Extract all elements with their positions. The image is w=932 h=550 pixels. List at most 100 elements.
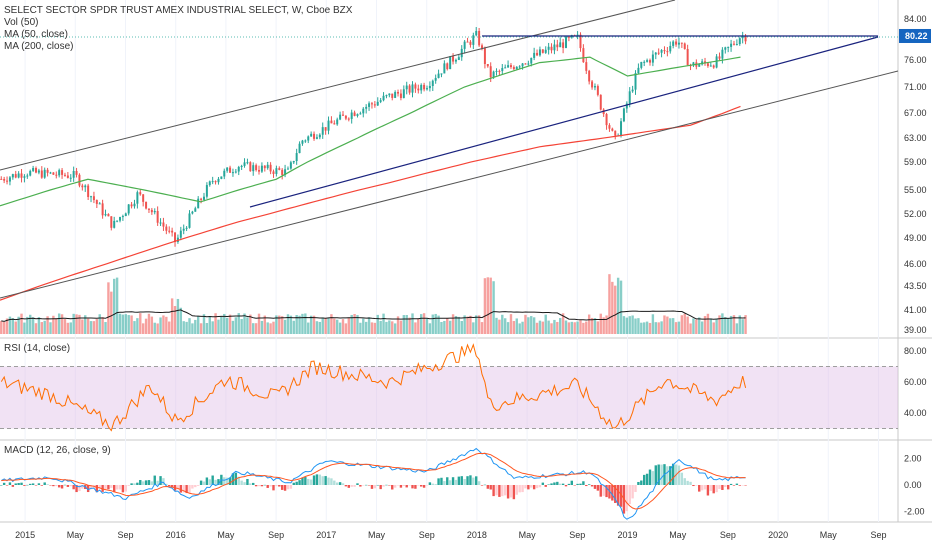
macd-hist-bar xyxy=(237,476,240,485)
volume-bar xyxy=(582,322,585,334)
macd-hist-bar xyxy=(683,478,686,485)
macd-hist-bar xyxy=(472,477,475,485)
macd-hist-bar xyxy=(631,485,634,499)
candle-body xyxy=(32,168,35,171)
macd-hist-bar xyxy=(414,485,417,489)
macd-hist-bar xyxy=(689,481,692,485)
candle-body xyxy=(547,46,550,50)
macd-hist-bar xyxy=(408,485,411,486)
macd-hist-bar xyxy=(37,483,41,485)
macd-hist-bar xyxy=(14,483,17,485)
candle-body xyxy=(98,203,101,205)
volume-bar xyxy=(741,319,744,334)
candle-body xyxy=(229,167,232,173)
volume-bar xyxy=(550,323,553,334)
macd-hist-bar xyxy=(660,464,663,485)
volume-bar xyxy=(23,322,26,334)
volume-bar xyxy=(614,285,617,334)
time-tick-label: 2020 xyxy=(768,530,788,540)
macd-hist-bar xyxy=(321,476,324,485)
volume-bar xyxy=(437,315,440,334)
candle-body xyxy=(133,203,136,207)
volume-bar xyxy=(411,313,414,334)
macd-hist-bar xyxy=(475,476,478,485)
candle-body xyxy=(518,66,521,68)
volume-bar xyxy=(521,321,524,334)
candle-body xyxy=(23,176,26,178)
macd-hist-bar xyxy=(712,485,715,494)
candle-body xyxy=(301,140,304,144)
candle-body xyxy=(634,73,637,90)
candle-body xyxy=(255,165,258,171)
candle-body xyxy=(721,49,724,59)
volume-bar xyxy=(46,316,49,334)
candle-body xyxy=(553,44,556,51)
volume-bar xyxy=(599,313,602,334)
time-tick-label: May xyxy=(820,530,838,540)
volume-bar xyxy=(347,317,350,334)
volume-bar xyxy=(185,321,188,334)
macd-hist-bar xyxy=(417,485,420,486)
volume-bar xyxy=(2,321,6,334)
candle-body xyxy=(107,214,110,217)
macd-hist-bar xyxy=(292,482,295,485)
candle-body xyxy=(486,63,489,67)
macd-hist-bar xyxy=(573,485,576,486)
volume-bar xyxy=(616,277,620,334)
macd-hist-bar xyxy=(188,485,191,493)
volume-bar xyxy=(104,322,107,334)
volume-group xyxy=(0,274,747,334)
candle-body xyxy=(353,112,356,116)
macd-hist-bar xyxy=(362,485,365,486)
volume-bar xyxy=(561,313,565,334)
macd-hist-bar xyxy=(263,484,267,486)
volume-bar xyxy=(312,315,316,334)
volume-bar xyxy=(78,314,81,334)
macd-hist-bar xyxy=(168,485,171,487)
candle-body xyxy=(55,174,58,176)
volume-bar xyxy=(29,314,32,334)
macd-hist-bar xyxy=(63,484,67,486)
macd-hist-bar xyxy=(744,485,747,486)
volume-bar xyxy=(55,318,58,334)
volume-bar xyxy=(179,307,183,334)
candle-body xyxy=(156,211,159,223)
volume-bar xyxy=(660,321,663,334)
candle-body xyxy=(677,42,680,45)
candle-body xyxy=(84,185,87,188)
macd-hist-bar xyxy=(107,485,110,490)
candle-body xyxy=(226,167,229,171)
volume-ma-line xyxy=(1,309,746,322)
time-tick-label: 2019 xyxy=(617,530,637,540)
price-tick-label: 41.00 xyxy=(904,305,927,315)
volume-bar xyxy=(518,323,521,334)
macd-hist-bar xyxy=(115,485,119,490)
macd-hist-bar xyxy=(544,485,547,487)
volume-bar xyxy=(663,315,666,334)
candle-body xyxy=(741,35,744,39)
macd-hist-bar xyxy=(194,485,197,488)
candle-body xyxy=(567,36,570,38)
volume-bar xyxy=(309,315,313,334)
volume-bar xyxy=(136,318,139,334)
rsi-tick-label: 80.00 xyxy=(904,346,927,356)
macd-hist-bar xyxy=(165,483,168,485)
volume-bar xyxy=(428,323,432,334)
volume-bar xyxy=(344,323,348,334)
volume-bar xyxy=(249,314,252,334)
volume-bar xyxy=(538,320,542,334)
macd-hist-bar xyxy=(411,485,414,489)
volume-bar xyxy=(162,315,165,334)
candle-body xyxy=(515,66,518,70)
macd-hist-bar xyxy=(205,477,209,485)
volume-bar xyxy=(634,318,637,334)
candle-body xyxy=(344,115,347,119)
candle-body xyxy=(40,170,43,178)
volume-bar xyxy=(671,318,675,334)
volume-bar xyxy=(202,314,206,334)
candle-body xyxy=(527,63,530,65)
macd-hist-bar xyxy=(602,485,605,496)
volume-bar xyxy=(556,321,559,334)
volume-bar xyxy=(362,318,365,334)
